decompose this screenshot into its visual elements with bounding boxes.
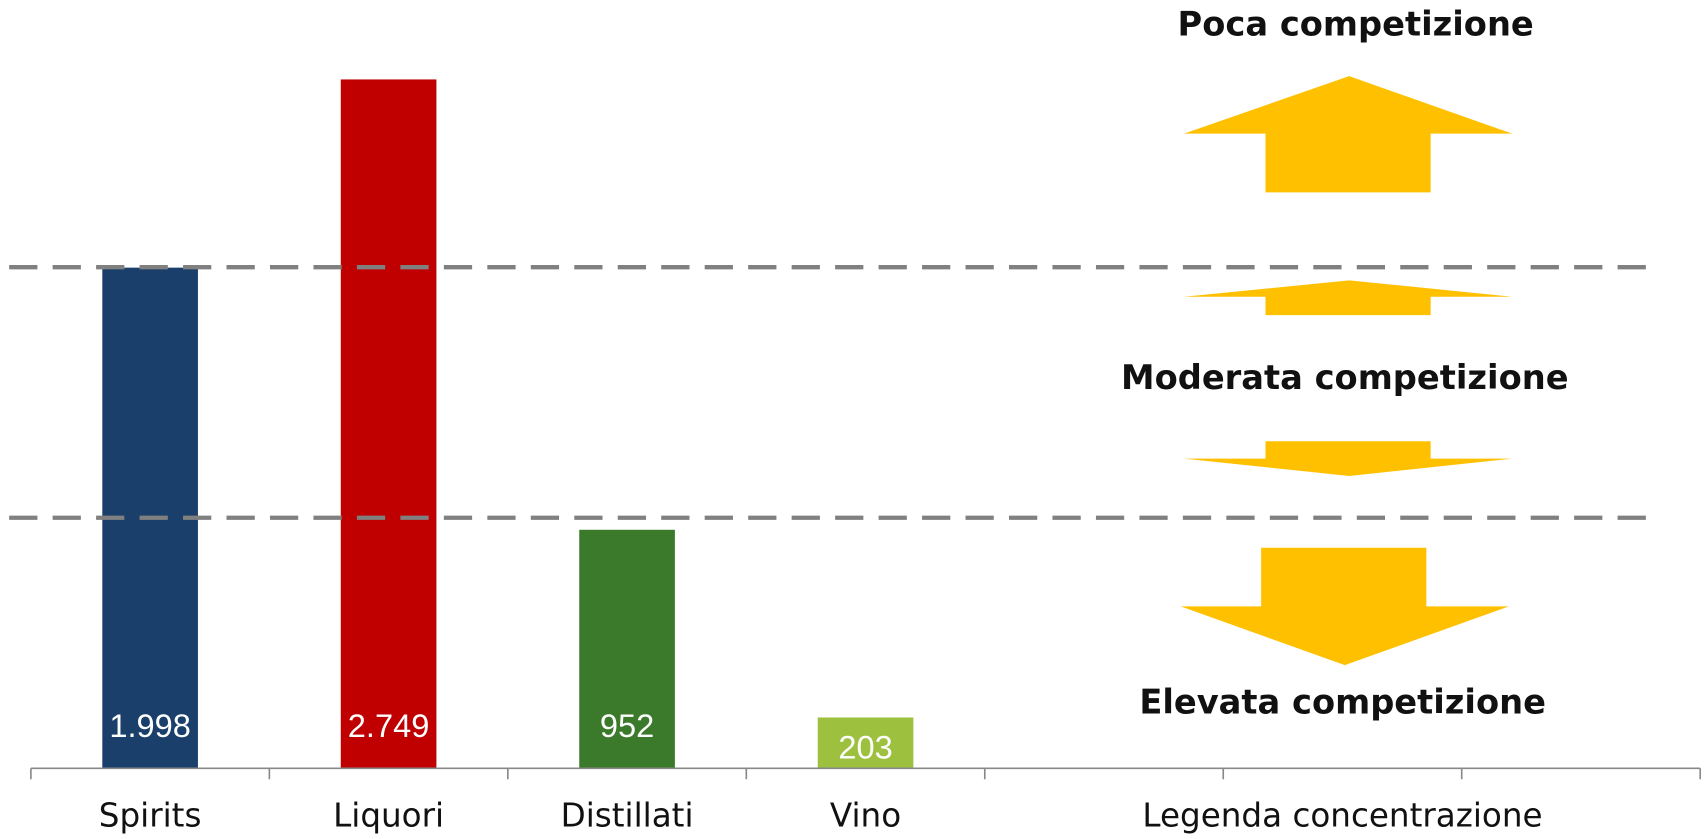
arrow-down-large — [1180, 547, 1509, 666]
arrow-down-small — [1183, 441, 1513, 477]
value-label: 952 — [600, 707, 654, 744]
bar — [579, 529, 675, 769]
x-tick-label: Vino — [830, 796, 901, 834]
x-tick-label: Distillati — [561, 796, 694, 834]
arrow-up-large — [1183, 76, 1513, 193]
annotation: Poca competizione — [1178, 5, 1534, 44]
value-label: 1.998 — [109, 707, 191, 744]
value-label: 203 — [838, 729, 892, 766]
annotation: Moderata competizione — [1121, 358, 1569, 397]
value-label: 2.749 — [348, 707, 430, 744]
legend-arrows — [1180, 76, 1513, 666]
annotation: Elevata competizione — [1139, 683, 1546, 722]
bar — [817, 717, 914, 769]
x-tick-label: Liquori — [333, 796, 444, 834]
x-tick-label: Legenda concentrazione — [1142, 796, 1542, 834]
arrow-up-small — [1183, 280, 1513, 316]
x-tick-label: Spirits — [99, 796, 202, 834]
bar — [340, 79, 437, 769]
